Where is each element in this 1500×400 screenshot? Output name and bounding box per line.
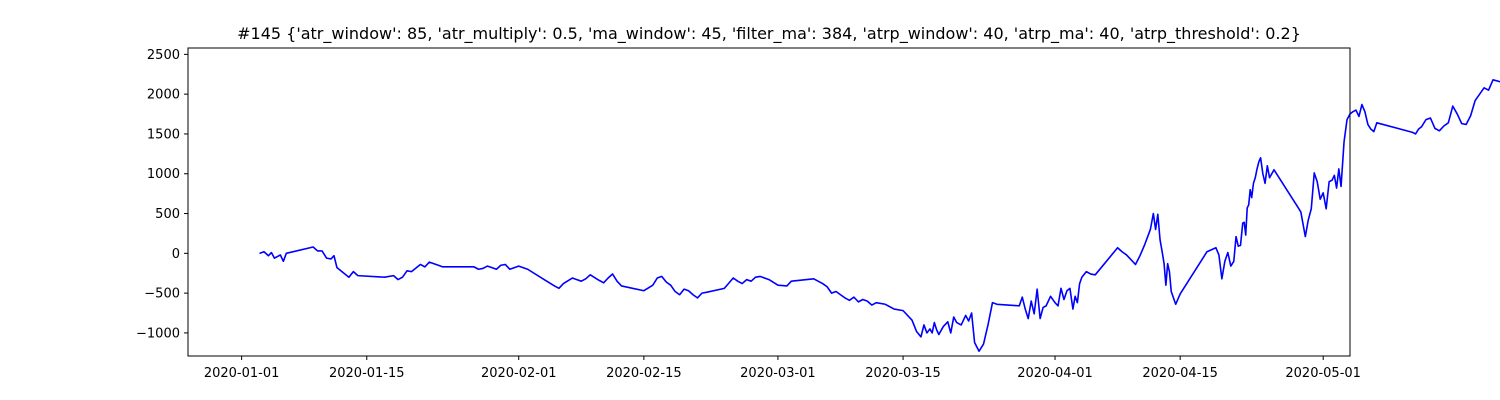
x-tick-label: 2020-02-01 (481, 366, 557, 381)
y-tick-label: 2000 (147, 88, 180, 103)
x-tick-label: 2020-03-15 (865, 366, 941, 381)
plot-frame (187, 47, 1351, 357)
y-tick-label: 2500 (147, 48, 180, 63)
y-tick-label: −500 (144, 287, 180, 302)
y-axis: −1000 −500 0 500 1000 1500 2000 2500 (136, 48, 188, 341)
x-tick-label: 2020-04-15 (1142, 366, 1218, 381)
y-tick-label: 500 (155, 207, 180, 222)
y-tick-label: 0 (172, 247, 180, 262)
x-tick-label: 2020-05-01 (1285, 366, 1361, 381)
plot-area (259, 79, 1500, 353)
y-tick-label: 1500 (147, 127, 180, 142)
y-tick-label: 1000 (147, 167, 180, 182)
x-tick-label: 2020-01-15 (329, 366, 405, 381)
y-tick-label: −1000 (136, 326, 180, 341)
x-tick-label: 2020-04-01 (1017, 366, 1093, 381)
chart-title: #145 {'atr_window': 85, 'atr_multiply': … (237, 24, 1301, 44)
x-tick-label: 2020-01-01 (204, 366, 280, 381)
x-tick-label: 2020-02-15 (606, 366, 682, 381)
series-line-0 (259, 79, 1500, 353)
x-tick-label: 2020-03-01 (740, 366, 816, 381)
x-axis: 2020-01-01 2020-01-15 2020-02-01 2020-02-15… (204, 356, 1361, 381)
